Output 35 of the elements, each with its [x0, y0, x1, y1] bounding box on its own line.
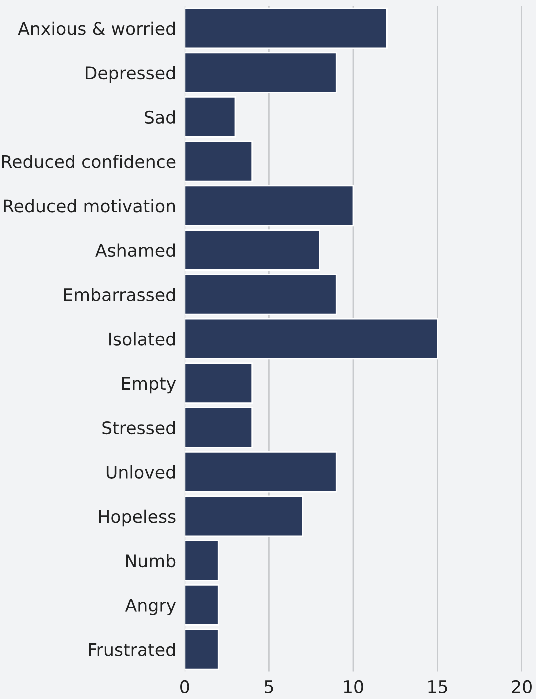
bar [184, 540, 220, 582]
bar [184, 584, 220, 626]
bar [184, 185, 354, 227]
y-tick-label: Anxious & worried [18, 22, 176, 36]
bar [184, 318, 438, 360]
bar [184, 274, 338, 316]
bar [184, 496, 304, 538]
bar [184, 362, 254, 404]
y-tick-label: Depressed [86, 66, 176, 84]
bar [184, 96, 236, 138]
x-tick-label: 20 [512, 680, 532, 694]
y-tick-label: Unloved [106, 466, 176, 479]
y-tick-label: Angry [125, 599, 176, 616]
y-tick-label: Reduced confidence [2, 154, 176, 168]
bar [184, 52, 338, 94]
bar [184, 8, 388, 50]
bar [184, 451, 338, 493]
y-tick-label: Embarrassed [64, 288, 176, 302]
x-tick-label: 15 [428, 680, 448, 694]
y-tick-label: Hopeless [99, 510, 176, 527]
bar [184, 407, 254, 448]
y-tick-label: Numb [126, 554, 176, 568]
bar [184, 230, 320, 271]
y-tick-label: Sad [145, 110, 176, 124]
y-tick-label: Isolated [110, 332, 176, 346]
bar [184, 140, 254, 182]
x-tick-label: 10 [344, 680, 364, 694]
x-tick-label: 5 [265, 680, 274, 694]
y-tick-label: Ashamed [96, 244, 176, 258]
y-tick-label: Empty [122, 377, 176, 394]
y-tick-label: Frustrated [89, 642, 176, 656]
x-tick-label: 0 [180, 680, 190, 694]
y-tick-label: Reduced motivation [4, 199, 176, 213]
bar [184, 628, 220, 670]
y-tick-label: Stressed [102, 421, 176, 435]
